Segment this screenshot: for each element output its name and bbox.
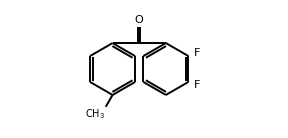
Text: CH$_3$: CH$_3$ bbox=[85, 108, 105, 121]
Text: O: O bbox=[135, 15, 144, 25]
Text: F: F bbox=[194, 80, 201, 90]
Text: F: F bbox=[194, 48, 201, 58]
